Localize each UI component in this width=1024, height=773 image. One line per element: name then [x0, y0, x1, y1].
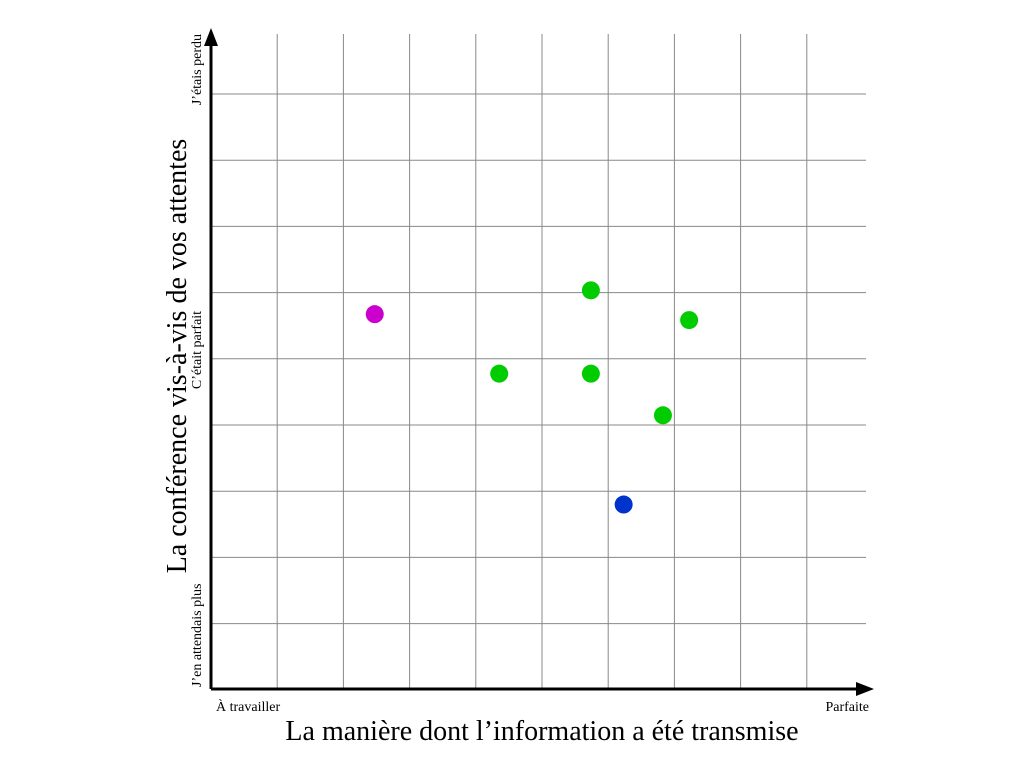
data-point-0-0 [365, 305, 384, 324]
y-tick-label-min: J’en attendais plus [190, 584, 205, 687]
data-point-1-0 [581, 281, 600, 300]
data-point-1-1 [680, 311, 699, 330]
data-point-1-4 [653, 406, 672, 425]
grid [211, 34, 866, 689]
data-points [365, 281, 699, 514]
x-tick-label-min: À travailler [216, 698, 280, 715]
data-point-2-0 [614, 495, 633, 514]
x-axis-arrow [856, 682, 874, 696]
y-tick-label-max: J’étais perdu [190, 34, 205, 105]
y-tick-label-mid: C’était parfait [190, 311, 205, 389]
y-axis-title: La conférence vis-à-vis de vos attentes [162, 139, 193, 574]
x-axis-title: La manière dont l’information a été tran… [285, 716, 798, 747]
axes [204, 28, 874, 696]
data-point-1-3 [581, 364, 600, 383]
y-axis-arrow [204, 28, 218, 46]
x-tick-label-max: Parfaite [825, 700, 869, 715]
data-point-1-2 [490, 364, 509, 383]
